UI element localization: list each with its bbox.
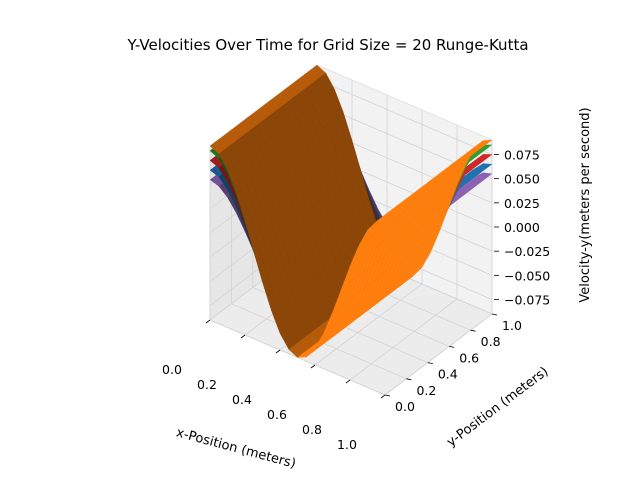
x-tick-label: 0.6 [267,407,287,422]
x-tick-mark [275,349,281,354]
axis-ticks: 0.00.20.40.60.81.00.00.20.40.60.81.00.07… [162,148,550,453]
x-axis-label: x-Position (meters) [174,425,297,471]
x-tick-label: 0.4 [232,392,252,407]
surface-series-4 [209,64,493,358]
z-tick-label: −0.050 [504,268,550,283]
y-tick-mark [384,394,391,397]
chart-title: Y-Velocities Over Time for Grid Size = 2… [126,36,528,54]
x-tick-mark [310,364,316,369]
grid-line [314,283,423,366]
surface-cell [375,216,391,222]
x-tick-mark [345,379,351,384]
z-tick-label: 0.000 [504,220,540,235]
grid-line [384,313,493,396]
surfaces [209,64,493,358]
y-tick-mark [470,329,476,332]
z-tick-label: −0.025 [504,244,550,259]
y-tick-mark [491,313,498,316]
x-tick-mark [380,394,386,399]
y-tick-label: 0.6 [459,350,479,365]
y-tick-label: 0.2 [416,383,436,398]
z-tick-label: 0.025 [504,196,540,211]
x-tick-label: 0.8 [302,422,322,437]
z-tick-label: 0.050 [504,172,540,187]
y-tick-label: 0.8 [481,334,501,349]
y-axis-label: y-Position (meters) [444,364,551,450]
x-tick-label: 1.0 [337,437,357,452]
grid-line [349,298,458,381]
x-tick-mark [205,319,211,324]
z-tick-label: −0.075 [504,293,550,308]
y-tick-label: 0.4 [438,367,458,382]
grid-line [316,79,493,155]
z-axis-label: Velocity-y(meters per second) [578,107,593,302]
y-tick-label: 0.0 [395,399,415,414]
y-tick-mark [427,362,433,364]
x-tick-label: 0.0 [162,362,182,377]
z-tick-label: 0.075 [504,148,540,163]
x-tick-label: 0.2 [197,377,217,392]
y-tick-mark [406,378,412,381]
y-tick-mark [449,346,455,348]
x-tick-mark [240,334,246,339]
y-tick-label: 1.0 [502,318,522,333]
